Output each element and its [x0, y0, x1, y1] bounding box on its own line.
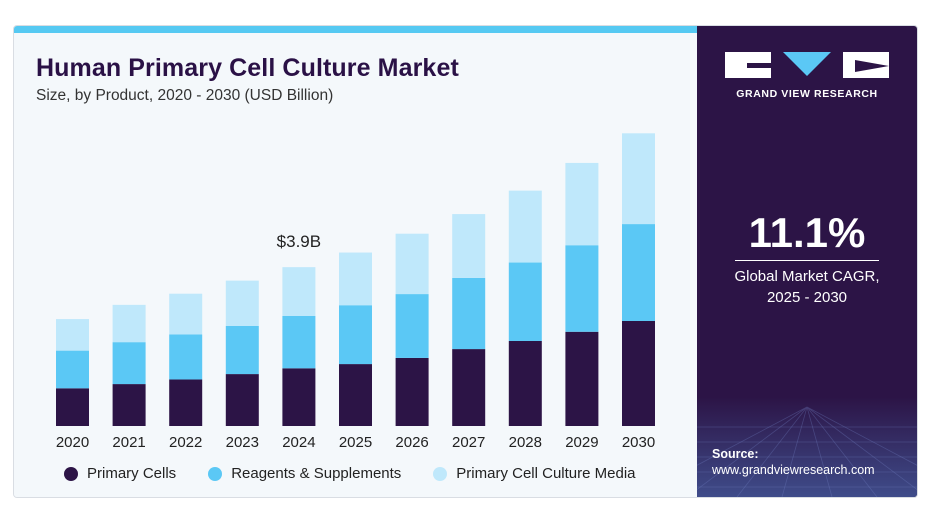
annotation-2024: $3.9B [277, 232, 321, 251]
legend-item-primary-cells: Primary Cells [64, 465, 176, 482]
legend-swatch-reagents [208, 466, 223, 481]
bar-2022-primary-cells [169, 379, 203, 426]
bar-2022-primary-cell-culture-media [169, 293, 203, 335]
bar-2026-primary-cells [395, 357, 429, 426]
bar-2025-reagents-supplements [339, 305, 372, 365]
accent-bar [14, 26, 697, 33]
bar-2027-primary-cell-culture-media [452, 214, 486, 278]
chart-panel: Human Primary Cell Culture Market Size, … [14, 33, 697, 497]
legend-item-media: Primary Cell Culture Media [433, 465, 636, 482]
bar-2030-reagents-supplements [622, 224, 655, 321]
x-tick-label-2022: 2022 [169, 434, 202, 451]
source-url[interactable]: www.grandviewresearch.com [712, 463, 875, 477]
bar-2024-reagents-supplements [282, 316, 316, 369]
bar-2023-primary-cell-culture-media [225, 280, 259, 326]
bar-2028-primary-cell-culture-media [508, 190, 542, 263]
brand-name: GRAND VIEW RESEARCH [736, 88, 878, 100]
x-tick-label-2029: 2029 [565, 434, 598, 451]
bar-2021-primary-cell-culture-media [112, 304, 146, 343]
bar-2025-primary-cell-culture-media [339, 252, 372, 306]
stacked-bar-chart: 2020 2021 2022 2023 2024 $3.9B 2025 2026 2027 202… [56, 133, 655, 451]
bar-2020-primary-cells [56, 388, 89, 426]
grid-background-graphic [697, 397, 917, 497]
bar-2029-primary-cells [565, 331, 599, 426]
bar-2023-primary-cells [225, 374, 259, 426]
logo-mark-icon [725, 52, 889, 78]
bar-2021-primary-cells [112, 384, 146, 426]
x-tick-label-2021: 2021 [112, 434, 145, 451]
legend-swatch-primary-cells [64, 466, 78, 481]
cagr-value: 11.1% [748, 209, 866, 256]
infographic-card: Human Primary Cell Culture Market Size, … [13, 25, 918, 498]
bar-2021-reagents-supplements [112, 342, 146, 385]
cagr-label: Global Market CAGR, 2025 - 2030 [697, 266, 917, 308]
x-tick-label-2030: 2030 [622, 434, 655, 451]
bar-2023-reagents-supplements [225, 326, 259, 375]
bar-2026-primary-cell-culture-media [395, 233, 429, 295]
legend-label-reagents: Reagents & Supplements [231, 465, 402, 482]
bar-2028-reagents-supplements [508, 262, 542, 341]
chart-legend: Primary Cells Reagents & Supplements Pri… [64, 465, 636, 482]
x-tick-label-2027: 2027 [452, 434, 485, 451]
bar-2030-primary-cells [622, 321, 655, 426]
chart-title: Human Primary Cell Culture Market [36, 54, 459, 82]
bar-2022-reagents-supplements [169, 334, 203, 380]
legend-swatch-media [433, 466, 448, 481]
bar-2030-primary-cell-culture-media [622, 133, 655, 225]
bar-2029-reagents-supplements [565, 245, 599, 332]
x-tick-label-2023: 2023 [226, 434, 259, 451]
brand-logo: GRAND VIEW RESEARCH [725, 52, 889, 100]
bar-2024-primary-cell-culture-media [282, 267, 316, 316]
chart-subtitle: Size, by Product, 2020 - 2030 (USD Billi… [36, 87, 334, 104]
brand-panel: GRAND VIEW RESEARCH 11.1% Global Market … [697, 26, 917, 497]
x-tick-label-2020: 2020 [56, 434, 89, 451]
legend-label-primary-cells: Primary Cells [87, 465, 177, 482]
bar-2029-primary-cell-culture-media [565, 162, 599, 246]
bar-2027-primary-cells [452, 349, 486, 426]
x-tick-label-2028: 2028 [509, 434, 542, 451]
bar-2020-reagents-supplements [56, 350, 89, 389]
legend-item-reagents: Reagents & Supplements [208, 465, 401, 482]
bar-2024-primary-cells [282, 368, 316, 426]
legend-label-media: Primary Cell Culture Media [456, 465, 636, 482]
x-tick-label-2024: 2024 [282, 434, 315, 451]
bar-2025-primary-cells [339, 364, 372, 426]
bar-2027-reagents-supplements [452, 277, 486, 350]
x-tick-label-2026: 2026 [395, 434, 428, 451]
cagr-label-line2: 2025 - 2030 [766, 289, 848, 306]
x-tick-label-2025: 2025 [339, 434, 372, 451]
bar-2028-primary-cells [508, 341, 542, 426]
bar-2020-primary-cell-culture-media [56, 319, 89, 351]
source-label: Source: [712, 447, 759, 461]
cagr-label-line1: Global Market CAGR, [734, 268, 880, 285]
bar-2026-reagents-supplements [395, 294, 429, 358]
cagr-divider [735, 260, 879, 261]
